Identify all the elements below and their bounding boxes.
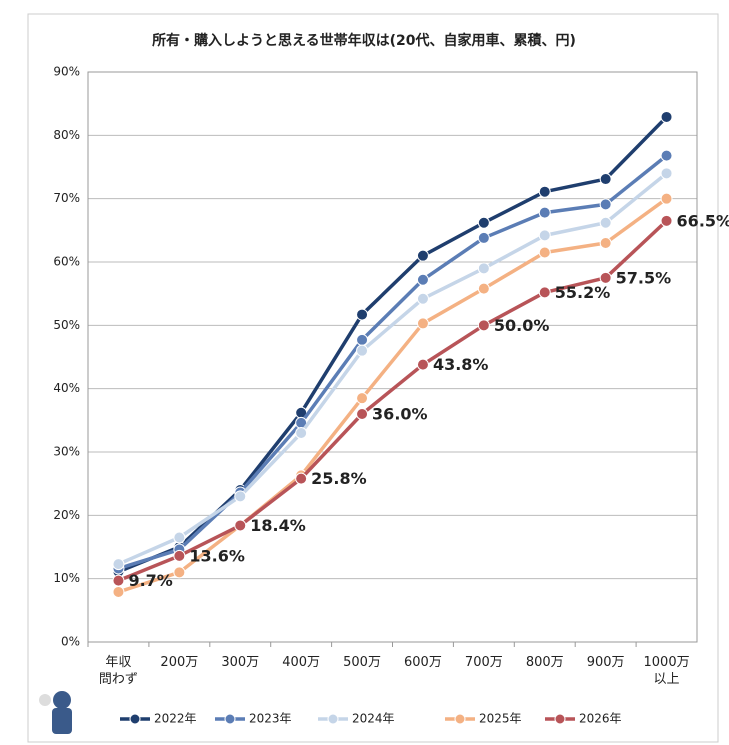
data-point <box>234 490 247 503</box>
mascot <box>39 691 72 734</box>
data-label: 25.8% <box>311 469 367 488</box>
y-tick-label: 70% <box>53 191 80 205</box>
chart-frame <box>27 13 719 743</box>
x-tick-label: 1000万 以上 <box>643 655 690 687</box>
x-tick-label: 年収 問わず <box>98 655 138 687</box>
y-tick-label: 80% <box>53 128 80 142</box>
data-label: 50.0% <box>494 316 550 335</box>
data-point <box>112 558 125 571</box>
x-tick-label: 400万 <box>282 655 321 670</box>
data-label: 18.4% <box>250 516 306 535</box>
legend-marker <box>224 713 236 725</box>
x-tick-label: 300万 <box>221 655 260 670</box>
x-tick-label: 800万 <box>525 655 564 670</box>
y-tick-label: 10% <box>53 571 80 585</box>
data-point <box>112 574 125 587</box>
data-point <box>477 262 490 275</box>
legend-label: 2022年 <box>154 712 197 726</box>
data-point <box>660 192 673 205</box>
legend-label: 2023年 <box>249 712 292 726</box>
data-label: 43.8% <box>433 355 489 374</box>
series-line <box>117 154 668 571</box>
data-point <box>356 344 369 357</box>
data-point <box>599 271 612 284</box>
data-point <box>416 292 429 305</box>
y-tick-label: 40% <box>53 381 80 395</box>
legend-marker <box>554 713 566 725</box>
series-line <box>117 171 668 566</box>
data-point <box>599 237 612 249</box>
series-line <box>117 197 668 594</box>
data-point <box>538 229 551 242</box>
data-label: 36.0% <box>372 405 428 424</box>
data-point <box>477 231 490 244</box>
data-point <box>660 167 673 180</box>
data-point <box>416 249 429 262</box>
data-point <box>538 246 551 259</box>
data-point <box>295 472 308 485</box>
x-tick-label: 200万 <box>160 655 199 670</box>
data-point <box>416 317 429 330</box>
data-point <box>295 427 308 439</box>
legend-marker <box>129 713 141 725</box>
data-point <box>599 198 612 211</box>
legend-marker <box>327 713 339 725</box>
series-line <box>117 219 668 583</box>
data-point <box>416 358 429 371</box>
data-label: 66.5% <box>677 211 729 230</box>
y-tick-label: 50% <box>53 318 80 332</box>
legend-marker <box>454 713 466 725</box>
data-point <box>477 319 490 332</box>
data-label: 57.5% <box>616 268 672 287</box>
data-label: 55.2% <box>555 283 611 302</box>
data-point <box>660 214 673 227</box>
chart-title: 所有・購入しようと思える世帯年収は(20代、自家用車、累積、円) <box>152 32 576 49</box>
data-point <box>660 149 673 162</box>
y-tick-label: 20% <box>53 508 80 522</box>
y-tick-label: 90% <box>53 65 80 79</box>
data-label: 9.7% <box>128 571 172 590</box>
data-point <box>356 308 369 321</box>
data-point <box>599 216 612 229</box>
data-point <box>538 206 551 219</box>
data-point <box>538 185 551 198</box>
x-tick-label: 900万 <box>586 655 625 670</box>
y-tick-label: 30% <box>53 445 80 459</box>
data-point <box>477 282 490 295</box>
x-tick-label: 600万 <box>404 655 442 670</box>
data-point <box>356 392 369 405</box>
y-tick-label: 60% <box>53 255 80 269</box>
data-point <box>538 286 551 299</box>
x-tick-label: 500万 <box>343 655 381 670</box>
data-point <box>112 585 125 598</box>
data-point <box>416 273 429 286</box>
data-point <box>173 566 186 579</box>
data-point <box>234 519 247 532</box>
data-point <box>356 333 369 346</box>
legend-label: 2026年 <box>579 712 622 726</box>
data-label: 13.6% <box>189 546 245 565</box>
data-point <box>660 110 673 123</box>
data-point <box>356 408 369 420</box>
data-point <box>477 216 490 229</box>
legend-label: 2024年 <box>352 712 395 726</box>
x-tick-label: 700万 <box>464 655 503 670</box>
data-point <box>173 549 186 562</box>
data-point <box>599 173 612 186</box>
data-point <box>173 531 186 544</box>
y-tick-label: 0% <box>61 635 80 649</box>
legend-label: 2025年 <box>479 712 522 726</box>
